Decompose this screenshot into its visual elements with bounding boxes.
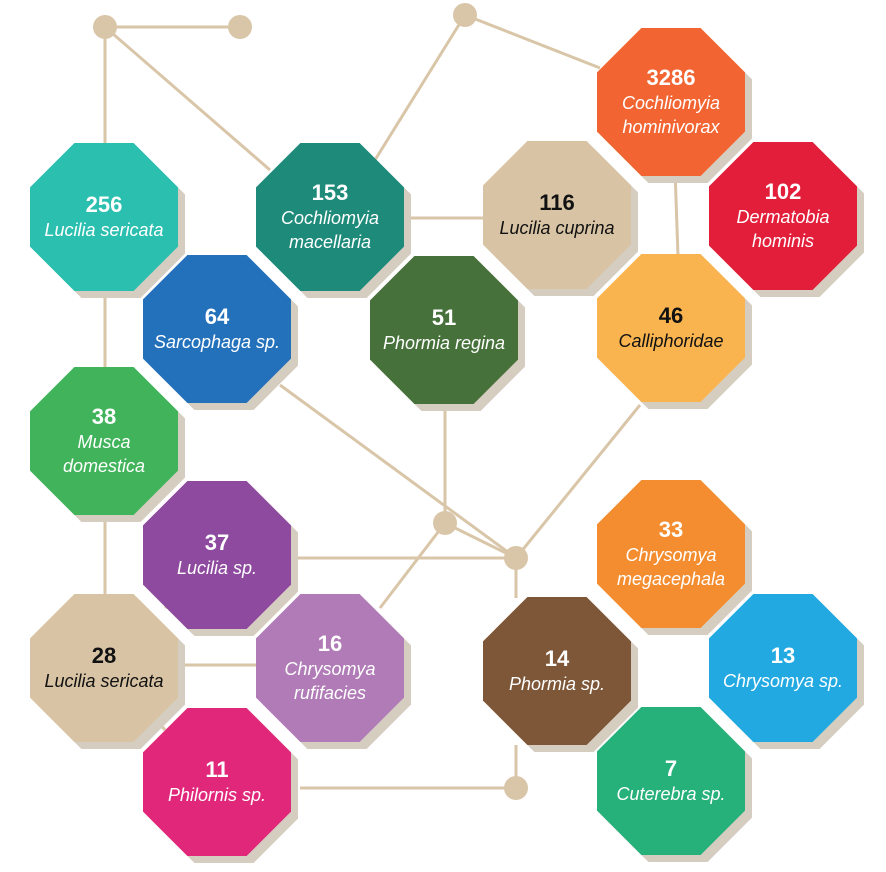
taxon-node-lucilia-sericata-2: 28 Lucilia sericata (30, 594, 185, 749)
taxon-name: Lucilia sericata (44, 671, 164, 691)
taxon-count: 38 (91, 404, 117, 429)
taxon-node-cuterebra-sp: 7 Cuterebra sp. (597, 707, 752, 862)
taxon-node-lucilia-sp: 37 Lucilia sp. (143, 481, 298, 636)
taxon-name: Sarcophaga sp. (153, 332, 281, 352)
taxon-name: Chrysomya megacephala (616, 545, 726, 589)
taxon-name: Dermatobia hominis (736, 207, 830, 251)
taxon-node-lucilia-sericata: 256 Lucilia sericata (30, 143, 185, 298)
taxon-node-cochliomyia-macellaria: 153 Cochliomyia macellaria (256, 143, 411, 298)
connector-line (514, 404, 642, 559)
taxon-name: Chrysomya rufifacies (284, 659, 376, 703)
taxon-count: 51 (431, 305, 457, 330)
taxon-name: Cochliomyia hominivorax (621, 93, 721, 137)
taxon-count: 116 (539, 190, 575, 215)
taxon-count: 256 (85, 192, 123, 217)
taxon-count: 28 (91, 643, 117, 668)
taxon-name: Chrysomya sp. (722, 671, 844, 691)
taxon-name: Lucilia sericata (44, 220, 164, 240)
taxon-count: 64 (204, 304, 230, 329)
connector-line (279, 383, 517, 560)
taxon-count: 46 (658, 303, 684, 328)
connector-line (464, 13, 601, 70)
taxon-node-phormia-regina: 51 Phormia regina (370, 256, 525, 411)
taxon-count: 153 (311, 180, 349, 205)
taxon-name: Phormia sp. (508, 674, 606, 694)
taxon-node-calliphoridae: 46 Calliphoridae (597, 254, 752, 409)
taxon-node-chrysomya-megacephala: 33 Chrysomya megacephala (597, 480, 752, 635)
connector-line (444, 521, 517, 560)
taxon-node-chrysomya-sp: 13 Chrysomya sp. (709, 594, 864, 749)
connector-line (673, 169, 680, 257)
taxon-name: Lucilia cuprina (499, 218, 615, 238)
taxon-node-phormia-sp: 14 Phormia sp. (483, 597, 638, 752)
taxon-node-lucilia-cuprina: 116 Lucilia cuprina (483, 141, 638, 296)
taxon-count: 102 (764, 179, 802, 204)
taxon-node-chrysomya-rufifacies: 16 Chrysomya rufifacies (256, 594, 411, 749)
connector-node-dot (93, 15, 117, 39)
taxon-node-cochliomyia-hominivorax: 3286 Cochliomyia hominivorax (597, 28, 752, 183)
taxon-node-dermatobia-hominis: 102 Dermatobia hominis (709, 142, 864, 297)
taxon-count: 16 (317, 631, 343, 656)
taxon-name: Phormia regina (382, 333, 506, 353)
taxon-count: 13 (770, 643, 796, 668)
connector-node-dot (453, 3, 477, 27)
taxon-count: 14 (544, 646, 570, 671)
taxon-name: Lucilia sp. (176, 558, 258, 578)
connector-line (104, 25, 271, 172)
connector-line (378, 522, 447, 609)
taxon-name: Cuterebra sp. (616, 784, 726, 804)
taxon-count: 33 (658, 517, 684, 542)
taxon-count: 3286 (646, 65, 696, 90)
connector-line (373, 14, 467, 161)
connector-node-dot (228, 15, 252, 39)
taxon-name: Calliphoridae (618, 331, 724, 351)
taxon-node-musca-domestica: 38 Musca domestica (30, 367, 185, 522)
taxon-name: Musca domestica (62, 432, 146, 476)
taxon-count: 7 (664, 756, 678, 781)
taxon-count: 37 (204, 530, 230, 555)
connector-node-dot (433, 511, 457, 535)
taxon-count: 11 (205, 757, 229, 782)
taxon-name: Philornis sp. (167, 785, 267, 805)
taxon-node-philornis-sp: 11 Philornis sp. (143, 708, 298, 863)
taxon-node-sarcophaga-sp: 64 Sarcophaga sp. (143, 255, 298, 410)
connector-node-dot (504, 546, 528, 570)
connector-node-dot (504, 776, 528, 800)
taxon-name: Cochliomyia macellaria (280, 208, 380, 252)
